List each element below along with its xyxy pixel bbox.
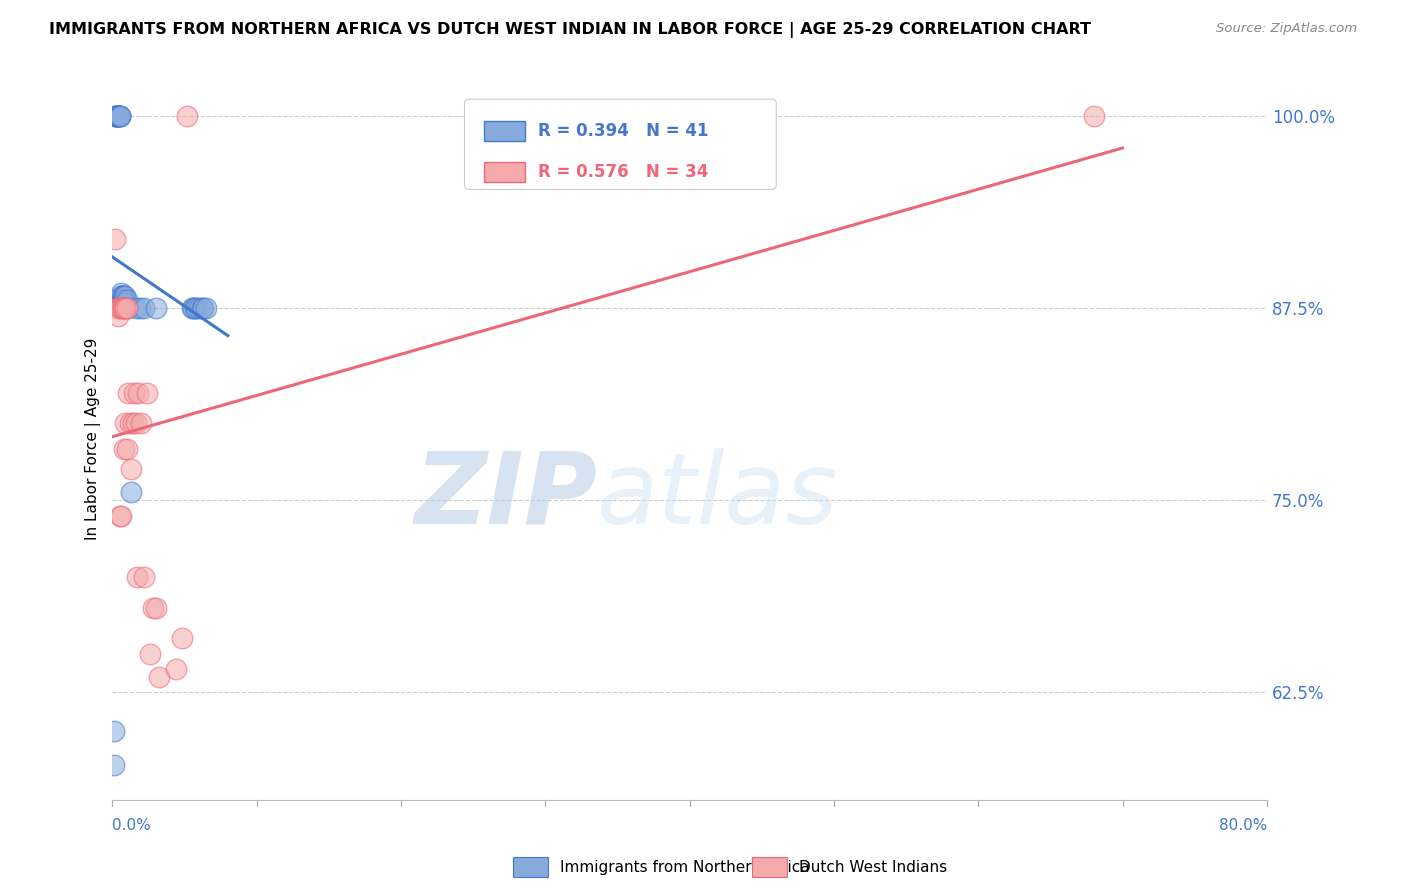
Point [111, 289, 134, 303]
Point [134, 570, 156, 584]
Point [195, 301, 218, 315]
Point [110, 296, 132, 310]
Point [110, 289, 132, 303]
Point [108, 109, 131, 123]
Point [145, 600, 167, 615]
Point [114, 289, 136, 303]
Point [114, 301, 136, 315]
Point [105, 301, 128, 315]
Text: 0.0%: 0.0% [112, 818, 152, 833]
Point [176, 109, 198, 123]
Point [115, 442, 138, 457]
Point [136, 385, 159, 400]
Point [120, 462, 142, 476]
Point [107, 309, 129, 323]
Point [111, 289, 134, 303]
Text: Dutch West Indians: Dutch West Indians [799, 860, 946, 874]
Point [180, 301, 202, 315]
Y-axis label: In Labor Force | Age 25-29: In Labor Force | Age 25-29 [86, 337, 101, 540]
Point [121, 417, 143, 431]
Point [103, 723, 125, 738]
Point [110, 289, 132, 303]
Point [112, 289, 135, 303]
Point [142, 600, 165, 615]
Point [104, 109, 127, 123]
FancyBboxPatch shape [464, 99, 776, 189]
Point [107, 109, 129, 123]
Point [128, 301, 150, 315]
Point [110, 508, 132, 523]
Point [115, 301, 138, 315]
Point [110, 289, 132, 303]
Point [114, 296, 136, 310]
Point [124, 301, 146, 315]
Point [193, 301, 215, 315]
Text: R = 0.394   N = 41: R = 0.394 N = 41 [538, 122, 709, 140]
Point [122, 385, 145, 400]
Point [117, 301, 139, 315]
Point [127, 385, 149, 400]
Point [125, 570, 148, 584]
Point [181, 301, 204, 315]
Point [112, 301, 135, 315]
Point [170, 632, 193, 646]
Point [111, 293, 134, 308]
Text: 80.0%: 80.0% [1219, 818, 1267, 833]
Point [111, 301, 134, 315]
Point [148, 670, 170, 684]
Text: Source: ZipAtlas.com: Source: ZipAtlas.com [1216, 22, 1357, 36]
Point [1083, 109, 1105, 123]
Point [145, 301, 167, 315]
Point [124, 417, 146, 431]
Text: R = 0.576   N = 34: R = 0.576 N = 34 [538, 163, 709, 181]
Point [108, 301, 131, 315]
Point [108, 109, 131, 123]
Point [191, 301, 214, 315]
Point [183, 301, 205, 315]
Point [104, 109, 127, 123]
Point [103, 757, 125, 772]
Point [112, 293, 135, 308]
Text: ZIP: ZIP [415, 448, 598, 545]
Point [139, 647, 162, 661]
Point [104, 232, 127, 246]
Text: atlas: atlas [598, 448, 839, 545]
Point [108, 109, 131, 123]
Point [184, 301, 207, 315]
Point [120, 485, 142, 500]
Point [110, 301, 132, 315]
Point [107, 109, 129, 123]
Point [117, 385, 139, 400]
Point [108, 508, 131, 523]
Point [111, 301, 134, 315]
Point [105, 109, 128, 123]
Text: IMMIGRANTS FROM NORTHERN AFRICA VS DUTCH WEST INDIAN IN LABOR FORCE | AGE 25-29 : IMMIGRANTS FROM NORTHERN AFRICA VS DUTCH… [49, 22, 1091, 38]
Point [112, 442, 135, 457]
Point [118, 417, 141, 431]
Bar [484, 120, 524, 141]
Point [165, 662, 187, 676]
Point [129, 417, 152, 431]
Point [134, 301, 156, 315]
Bar [484, 162, 524, 182]
Text: Immigrants from Northern Africa: Immigrants from Northern Africa [560, 860, 810, 874]
Point [115, 293, 138, 308]
Point [188, 301, 211, 315]
Point [110, 285, 132, 300]
Point [114, 417, 136, 431]
Point [105, 109, 128, 123]
Point [107, 109, 129, 123]
Point [105, 109, 128, 123]
Point [108, 109, 131, 123]
